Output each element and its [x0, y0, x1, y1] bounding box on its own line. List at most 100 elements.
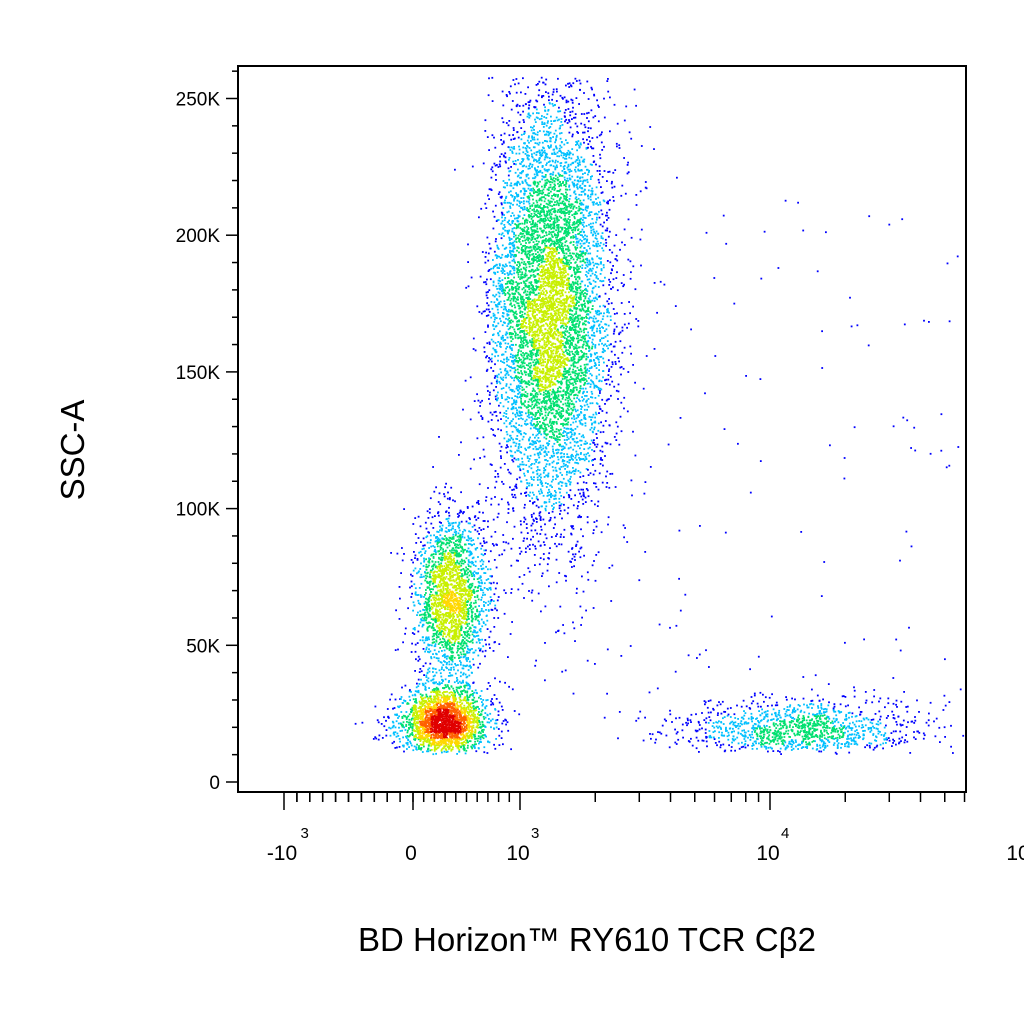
data-point [543, 242, 546, 245]
data-point [590, 189, 593, 192]
data-point [537, 299, 540, 301]
data-point [573, 627, 576, 630]
data-point [535, 154, 538, 156]
data-point [574, 160, 577, 163]
data-point [594, 346, 597, 349]
data-point [565, 139, 567, 142]
data-point [517, 174, 520, 177]
data-point [532, 346, 535, 349]
data-point [586, 117, 588, 119]
data-point [544, 276, 547, 278]
data-point [574, 343, 577, 346]
data-point [507, 512, 510, 514]
data-point [594, 443, 596, 446]
data-point [570, 413, 572, 416]
data-point [549, 298, 552, 301]
data-point [583, 158, 586, 161]
data-point [548, 430, 551, 433]
data-point [511, 354, 514, 357]
data-point [623, 119, 626, 122]
data-point [564, 228, 567, 230]
data-point [554, 201, 556, 203]
data-point [511, 195, 514, 198]
data-point [527, 303, 529, 306]
data-point [563, 337, 566, 339]
data-point [540, 346, 542, 349]
data-point [513, 525, 516, 528]
data-point [499, 411, 502, 414]
data-point [507, 438, 510, 441]
data-point [538, 149, 541, 152]
data-point [531, 313, 534, 315]
data-point [523, 121, 525, 123]
data-point [600, 380, 603, 383]
y-tick-label: 50K [186, 636, 220, 657]
data-point [507, 656, 509, 658]
data-point [538, 358, 540, 360]
data-point [500, 202, 503, 205]
data-point [608, 170, 611, 173]
data-point [516, 320, 518, 323]
data-point [565, 185, 567, 188]
data-point [544, 197, 547, 200]
data-point [605, 323, 608, 326]
data-point [523, 222, 526, 225]
data-point [535, 384, 538, 387]
data-point [588, 212, 590, 215]
data-point [503, 463, 506, 465]
data-point [503, 214, 505, 216]
data-point [567, 149, 570, 152]
data-point [577, 337, 580, 340]
data-point [508, 365, 510, 368]
data-point [564, 232, 567, 234]
data-point [533, 298, 536, 301]
data-point [565, 230, 568, 233]
data-point [534, 176, 537, 178]
data-point [537, 259, 540, 262]
data-point [545, 501, 548, 504]
data-point [574, 166, 577, 169]
data-point [535, 159, 537, 161]
data-point [526, 278, 529, 281]
data-point [526, 300, 529, 303]
data-point [524, 250, 527, 253]
data-point [505, 122, 508, 124]
data-point [473, 458, 475, 461]
data-point [567, 153, 569, 156]
data-point [544, 312, 547, 315]
data-point [619, 415, 622, 418]
data-point [523, 133, 525, 135]
data-point [527, 406, 529, 409]
data-point [507, 146, 510, 148]
data-point [560, 152, 563, 154]
data-point [513, 390, 516, 393]
data-point [535, 399, 538, 402]
data-point [536, 150, 539, 153]
data-point [494, 271, 496, 274]
data-point [572, 438, 575, 440]
data-point [541, 298, 544, 301]
data-point [545, 130, 548, 133]
data-point [539, 473, 542, 476]
data-point [536, 359, 539, 362]
data-point [600, 133, 603, 136]
data-point [544, 194, 547, 196]
data-point [523, 506, 526, 509]
data-point [603, 116, 606, 119]
data-point [522, 403, 525, 406]
data-point [569, 194, 572, 197]
data-point [518, 406, 520, 409]
data-point [582, 436, 585, 439]
data-point [496, 305, 499, 308]
data-point [564, 227, 566, 229]
data-point [547, 491, 549, 494]
data-point [565, 234, 567, 237]
data-point [571, 429, 573, 431]
data-point [529, 205, 532, 207]
data-point [582, 491, 585, 494]
data-point [524, 263, 527, 265]
data-point [608, 311, 610, 314]
data-point [525, 165, 528, 168]
data-point [520, 326, 522, 328]
data-point [560, 410, 563, 412]
